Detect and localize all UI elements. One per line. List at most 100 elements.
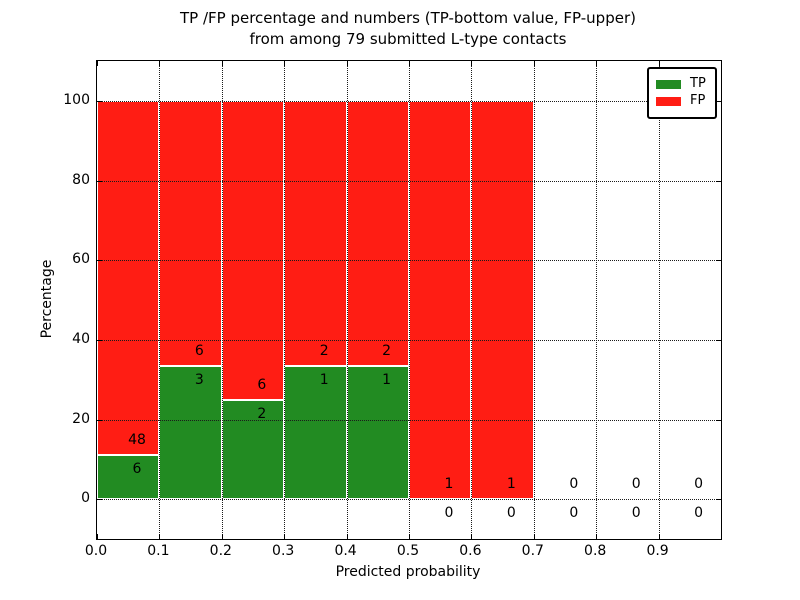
- vertical-gridline: [658, 61, 660, 539]
- x-tick-label: 0.8: [584, 543, 607, 559]
- fp-count-label: 2: [319, 343, 329, 360]
- y-tick-label: 80: [72, 171, 90, 188]
- fp-count-label: 2: [382, 343, 392, 360]
- horizontal-gridline: [97, 339, 721, 341]
- legend-swatch: [656, 96, 681, 106]
- x-tick-mark: [284, 534, 286, 539]
- x-tick-mark: [596, 61, 598, 66]
- plot-area: 48 6 6 3 6 2 2 1 2 1 1 0 1 0 0 0 0 0 0 0: [96, 60, 722, 540]
- y-tick-mark: [97, 180, 102, 182]
- horizontal-gridline: [97, 180, 721, 182]
- vertical-gridline: [409, 61, 410, 539]
- tp-count-label: 0: [569, 505, 579, 522]
- y-tick-label: 60: [72, 251, 90, 268]
- tp-count-label: 0: [631, 505, 641, 522]
- x-tick-label: 0.3: [272, 543, 295, 559]
- horizontal-gridline: [97, 499, 721, 501]
- fp-bar-segment: [159, 100, 222, 367]
- chart-title: TP /FP percentage and numbers (TP-bottom…: [96, 8, 720, 50]
- tp-count-label: 0: [444, 505, 454, 522]
- fp-count-label: 6: [257, 376, 267, 393]
- fp-bar-segment: [97, 100, 160, 455]
- y-tick-mark: [716, 499, 721, 501]
- x-tick-mark: [221, 534, 223, 539]
- x-tick-label: 0.0: [84, 543, 108, 559]
- legend-label-tp: TP: [690, 76, 706, 91]
- legend-entry-tp: TP: [656, 77, 715, 91]
- tp-count-label: 0: [506, 505, 516, 522]
- x-tick-mark: [221, 61, 223, 66]
- fp-count-label: 0: [569, 476, 579, 493]
- fp-count-label: 1: [506, 476, 516, 493]
- y-tick-mark: [97, 419, 102, 421]
- fp-bar-segment: [346, 100, 409, 367]
- x-tick-mark: [658, 534, 660, 539]
- legend-entry-fp: FP: [656, 94, 715, 108]
- x-tick-mark: [284, 61, 286, 66]
- tp-count-label: 0: [694, 505, 704, 522]
- x-tick-label: 0.7: [521, 543, 544, 559]
- tp-count-label: 6: [132, 460, 142, 477]
- x-tick-mark: [346, 61, 348, 66]
- x-tick-mark: [97, 61, 98, 66]
- vertical-gridline: [221, 61, 223, 539]
- fp-count-label: 1: [444, 476, 454, 493]
- tp-count-label: 2: [257, 405, 267, 422]
- x-tick-mark: [533, 534, 535, 539]
- fp-bar-segment: [221, 100, 285, 400]
- vertical-gridline: [284, 61, 286, 539]
- y-tick-mark: [97, 260, 102, 262]
- x-tick-mark: [409, 534, 410, 539]
- tp-count-label: 1: [319, 372, 329, 389]
- fp-bar-segment: [284, 100, 347, 367]
- x-tick-label: 0.2: [209, 543, 232, 559]
- vertical-gridline: [596, 61, 598, 539]
- tp-count-label: 3: [194, 372, 204, 389]
- legend: TP FP: [647, 67, 717, 119]
- x-tick-mark: [471, 61, 473, 66]
- x-tick-mark: [409, 61, 410, 66]
- fp-count-label: 0: [631, 476, 641, 493]
- tp-bar-segment: [97, 454, 160, 500]
- tp-count-label: 1: [382, 372, 392, 389]
- y-tick-mark: [716, 180, 721, 182]
- chart-title-line-1: TP /FP percentage and numbers (TP-bottom…: [180, 9, 636, 27]
- x-tick-label: 0.4: [334, 543, 357, 559]
- x-tick-mark: [596, 534, 598, 539]
- fp-count-label: 0: [694, 476, 704, 493]
- y-tick-mark: [716, 339, 721, 341]
- y-tick-mark: [97, 339, 102, 341]
- x-tick-mark: [159, 61, 161, 66]
- y-tick-mark: [716, 419, 721, 421]
- horizontal-gridline: [97, 419, 721, 421]
- legend-label-fp: FP: [690, 93, 706, 108]
- y-tick-mark: [97, 100, 102, 102]
- y-tick-label: 100: [63, 91, 90, 108]
- fp-bar-segment: [409, 100, 472, 500]
- fp-bar-segment: [471, 100, 534, 500]
- vertical-gridline: [471, 61, 473, 539]
- y-tick-mark: [716, 100, 721, 102]
- vertical-gridline: [159, 61, 161, 539]
- x-axis-label: Predicted probability: [335, 564, 481, 580]
- vertical-gridline: [533, 61, 535, 539]
- tp-bar-segment: [284, 366, 347, 500]
- vertical-gridline: [346, 61, 348, 539]
- x-tick-label: 0.6: [459, 543, 482, 559]
- x-tick-label: 0.1: [147, 543, 170, 559]
- x-tick-label: 0.9: [646, 543, 669, 559]
- horizontal-gridline: [97, 100, 721, 102]
- y-tick-mark: [716, 260, 721, 262]
- fp-count-label: 48: [128, 431, 146, 448]
- x-tick-label: 0.5: [396, 543, 420, 559]
- y-tick-label: 40: [72, 330, 90, 347]
- x-tick-mark: [658, 61, 660, 66]
- legend-swatch: [656, 79, 681, 89]
- x-tick-mark: [159, 534, 161, 539]
- chart-title-line-2: from among 79 submitted L-type contacts: [249, 30, 567, 48]
- tp-bar-segment: [159, 366, 222, 500]
- y-tick-label: 20: [72, 410, 90, 427]
- fp-count-label: 6: [194, 343, 204, 360]
- x-tick-mark: [346, 534, 348, 539]
